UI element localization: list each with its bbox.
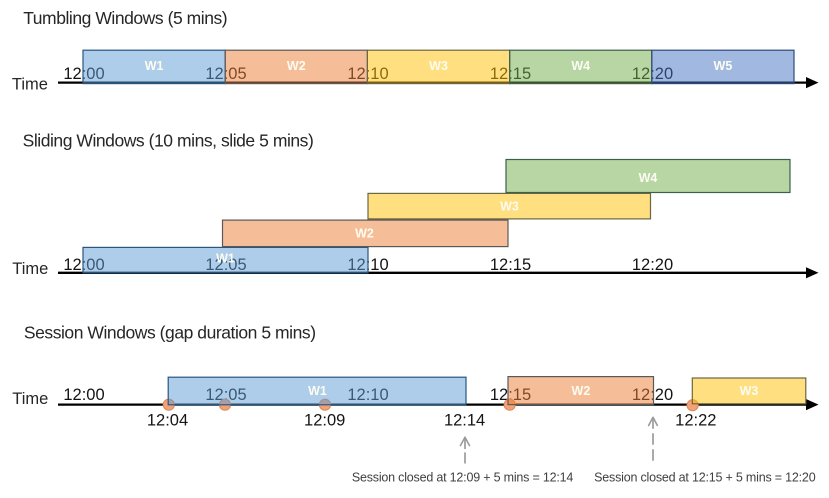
svg-text:Time: Time <box>12 76 48 94</box>
svg-text:W2: W2 <box>287 59 306 73</box>
svg-text:Sliding Windows (10 mins, slid: Sliding Windows (10 mins, slide 5 mins) <box>23 131 314 151</box>
svg-text:W4: W4 <box>639 171 658 185</box>
svg-text:W3: W3 <box>740 384 759 398</box>
svg-text:12:20: 12:20 <box>632 256 673 274</box>
svg-text:12:09: 12:09 <box>304 412 345 430</box>
svg-text:W3: W3 <box>429 59 448 73</box>
svg-text:W1: W1 <box>216 252 235 266</box>
svg-text:Time: Time <box>12 390 48 408</box>
svg-text:W2: W2 <box>572 384 591 398</box>
svg-text:W1: W1 <box>145 59 164 73</box>
svg-text:Session closed at 12:09 + 5 mi: Session closed at 12:09 + 5 mins = 12:14 <box>352 471 574 485</box>
svg-text:Session Windows (gap duration: Session Windows (gap duration 5 mins) <box>24 322 316 342</box>
svg-text:Session closed at 12:15 + 5 mi: Session closed at 12:15 + 5 mins = 12:20 <box>594 471 816 485</box>
svg-text:12:00: 12:00 <box>63 386 104 404</box>
svg-text:W1: W1 <box>308 384 327 398</box>
svg-text:Tumbling Windows (5 mins): Tumbling Windows (5 mins) <box>23 8 227 28</box>
svg-text:12:15: 12:15 <box>490 256 531 274</box>
svg-text:12:22: 12:22 <box>675 412 716 430</box>
svg-text:W4: W4 <box>571 59 590 73</box>
svg-text:W3: W3 <box>500 199 519 213</box>
svg-text:W5: W5 <box>714 59 733 73</box>
svg-text:12:14: 12:14 <box>444 412 485 430</box>
svg-text:W2: W2 <box>355 226 374 240</box>
svg-text:12:04: 12:04 <box>147 412 188 430</box>
svg-text:Time: Time <box>12 260 48 278</box>
